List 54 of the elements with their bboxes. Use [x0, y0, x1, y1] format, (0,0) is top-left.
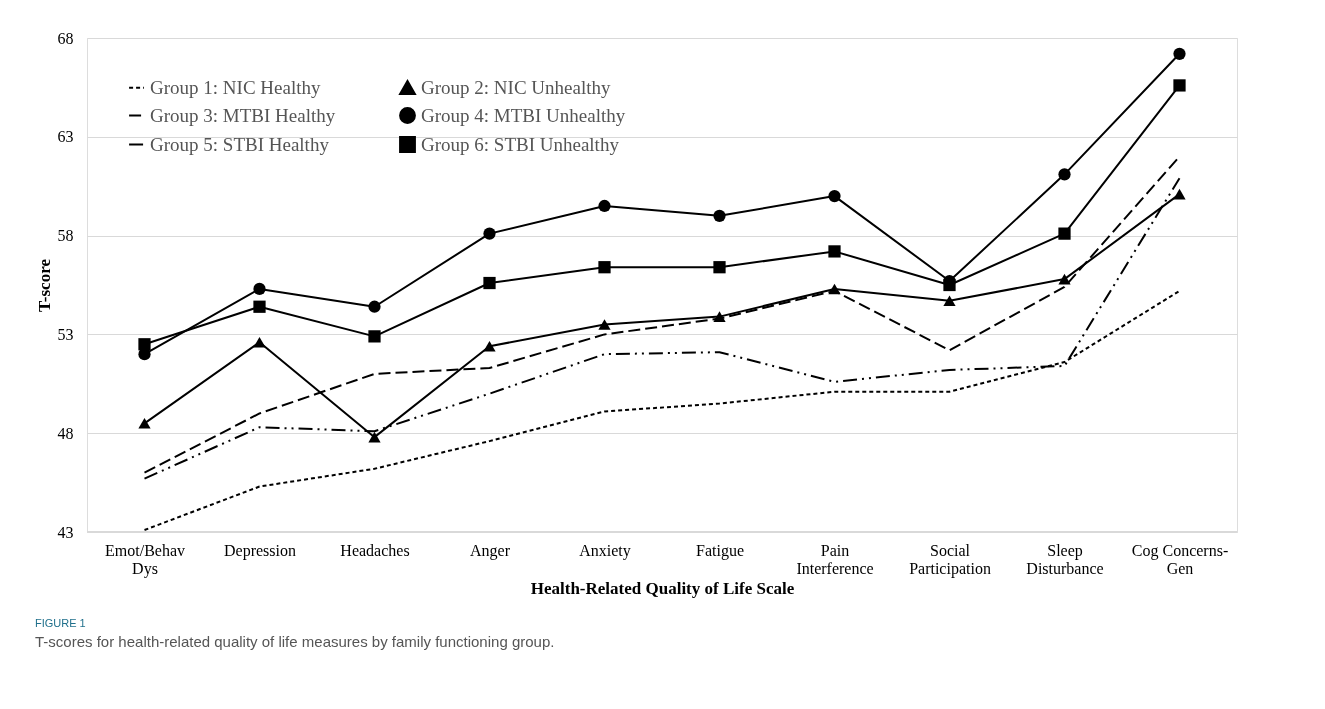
y-tick-label: 53: [57, 325, 74, 343]
text: T-scores for health-related quality of life measures by family functioning group.: [35, 633, 555, 650]
x-tick-label: Sleep Disturbance: [1026, 541, 1104, 577]
x-tick-label: Anxiety: [579, 541, 631, 560]
y-tick-label: 48: [57, 424, 74, 442]
point: [253, 282, 266, 296]
point: [598, 199, 611, 213]
point: [713, 209, 726, 222]
point: [1058, 227, 1071, 240]
x-tick-label: Social Participation: [909, 541, 991, 578]
x-tick-label: Depression: [224, 541, 296, 560]
y-tick-label: 68: [57, 29, 74, 47]
point: [138, 418, 151, 429]
legend-label: Group 6: STBI Unhealthy: [421, 133, 620, 155]
point: [483, 227, 496, 240]
point: [1058, 273, 1071, 285]
legend-label: Group 3: MTBI Healthy: [150, 104, 336, 126]
point: [713, 311, 726, 322]
y-tick-label: 43: [57, 523, 74, 541]
point: [483, 340, 496, 352]
point: [368, 431, 381, 443]
point: [1173, 188, 1186, 200]
point: [828, 189, 841, 203]
x-tick-label: Fatigue: [696, 541, 744, 560]
point: [828, 283, 841, 295]
point: [138, 338, 151, 351]
x-tick-label: Headaches: [340, 541, 410, 559]
point: [828, 245, 841, 258]
point: [1173, 47, 1186, 60]
point: [713, 261, 726, 274]
point: [253, 300, 266, 313]
point: [943, 295, 956, 307]
x-axis-title: Health-Related Quality of Life Scale: [530, 578, 795, 598]
point: [598, 261, 611, 274]
point: [368, 300, 381, 313]
y-tick-label: 58: [57, 227, 74, 245]
x-tick-label: Emot/Behav Dys: [105, 541, 185, 578]
y-tick-label: 63: [57, 128, 74, 146]
legend-label: Group 4: MTBI Unhealthy: [421, 104, 626, 126]
point: [1058, 168, 1071, 181]
point: [253, 337, 266, 348]
x-tick-label: Pain Interference: [796, 541, 874, 577]
legend-label: Group 1: NIC Healthy: [150, 76, 321, 98]
point: [368, 330, 381, 343]
legend-label: Group 2: NIC Unhealthy: [421, 76, 611, 98]
x-tick-label: Anger: [470, 541, 511, 560]
point: [943, 278, 956, 292]
point: [1173, 79, 1186, 92]
legend-label: Group 5: STBI Healthy: [150, 133, 330, 155]
y-axis-title: T-score: [34, 258, 54, 312]
caption: FIGURE 1: [35, 617, 86, 629]
point: [598, 319, 611, 330]
point: [483, 276, 496, 290]
x-tick-label: Cog Concerns-Gen: [1131, 541, 1229, 577]
